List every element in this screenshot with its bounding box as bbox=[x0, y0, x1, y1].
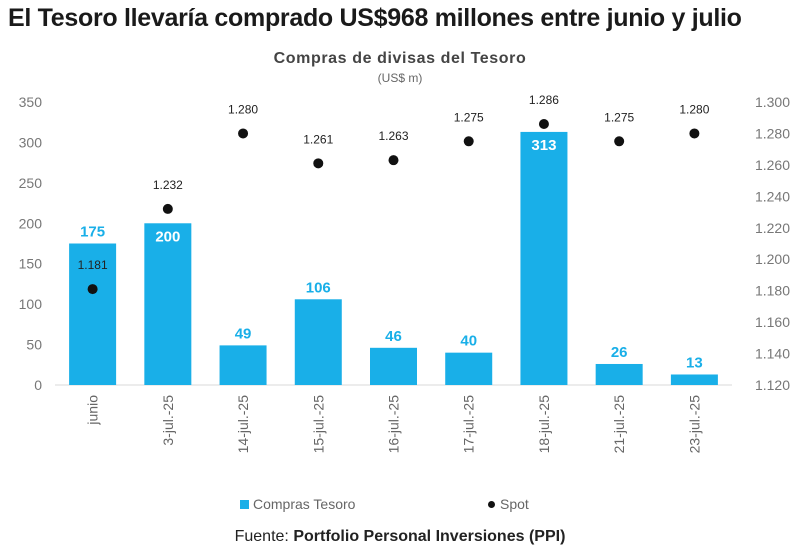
bar-value-label: 46 bbox=[385, 328, 402, 345]
legend-bars: Compras Tesoro bbox=[240, 496, 355, 512]
y-right-tick-label: 1.240 bbox=[755, 188, 790, 204]
spot-point bbox=[238, 128, 249, 139]
spot-value-label: 1.232 bbox=[153, 178, 183, 192]
x-tick-label: 3-jul.-25 bbox=[160, 395, 176, 446]
spot-value-label: 1.275 bbox=[454, 110, 484, 124]
headline: El Tesoro llevaría comprado US$968 millo… bbox=[8, 4, 742, 32]
legend-bars-label: Compras Tesoro bbox=[253, 496, 356, 512]
bar-value-label: 313 bbox=[531, 137, 556, 154]
spot-point bbox=[538, 119, 549, 130]
y-right-tick-label: 1.220 bbox=[755, 220, 790, 236]
spot-value-label: 1.280 bbox=[228, 102, 258, 116]
bar-value-label: 13 bbox=[686, 354, 703, 371]
y-right-tick-label: 1.160 bbox=[755, 314, 790, 330]
spot-point bbox=[388, 155, 399, 166]
y-left-tick-label: 150 bbox=[19, 256, 43, 272]
bar-value-label: 200 bbox=[155, 228, 180, 245]
bar bbox=[445, 352, 493, 385]
x-tick-label: 14-jul.-25 bbox=[235, 395, 251, 454]
y-right-tick-label: 1.180 bbox=[755, 283, 790, 299]
bar-value-label: 26 bbox=[611, 344, 628, 361]
bar bbox=[370, 347, 417, 385]
source-name: Portfolio Personal Inversiones (PPI) bbox=[293, 528, 566, 545]
x-tick-label: junio bbox=[85, 395, 101, 426]
legend-bar-swatch bbox=[240, 499, 249, 509]
bar-value-label: 175 bbox=[80, 224, 105, 241]
x-tick-label: 15-jul.-25 bbox=[310, 395, 326, 454]
y-left-tick-label: 0 bbox=[34, 377, 42, 393]
spot-point bbox=[614, 136, 625, 147]
bar-value-label: 49 bbox=[235, 325, 252, 342]
bar bbox=[294, 299, 342, 385]
y-right-tick-label: 1.260 bbox=[755, 157, 790, 173]
bar-value-label: 106 bbox=[306, 279, 331, 296]
spot-point bbox=[162, 203, 173, 214]
bar bbox=[520, 131, 568, 385]
x-tick-label: 16-jul.-25 bbox=[386, 395, 402, 454]
y-right-tick-label: 1.280 bbox=[755, 125, 790, 141]
y-left-tick-label: 250 bbox=[19, 175, 43, 191]
bar bbox=[219, 345, 267, 385]
y-right-tick-label: 1.140 bbox=[755, 346, 790, 362]
legend-dots: Spot bbox=[488, 496, 529, 512]
spot-value-label: 1.275 bbox=[604, 110, 634, 124]
spot-point bbox=[313, 158, 324, 169]
source-prefix: Fuente: bbox=[234, 528, 289, 545]
source-line: Fuente: Portfolio Personal Inversiones (… bbox=[0, 528, 800, 546]
x-tick-label: 18-jul.-25 bbox=[536, 395, 552, 454]
y-right-tick-label: 1.120 bbox=[755, 377, 790, 393]
y-left-tick-label: 300 bbox=[19, 134, 43, 150]
spot-point bbox=[87, 284, 98, 295]
legend-dot-swatch bbox=[488, 500, 495, 508]
y-left-tick-label: 50 bbox=[26, 337, 42, 353]
spot-point bbox=[689, 128, 700, 139]
x-tick-label: 23-jul.-25 bbox=[686, 395, 702, 454]
legend-dots-label: Spot bbox=[500, 496, 529, 512]
spot-value-label: 1.261 bbox=[303, 132, 333, 146]
chart-title: Compras de divisas del Tesoro bbox=[273, 50, 527, 67]
bar bbox=[144, 223, 192, 385]
spot-point bbox=[463, 136, 474, 147]
bar bbox=[595, 363, 643, 385]
y-right-tick-label: 1.300 bbox=[755, 94, 790, 110]
y-left-tick-label: 100 bbox=[19, 296, 43, 312]
y-right-tick-label: 1.200 bbox=[755, 251, 790, 267]
y-left-tick-label: 200 bbox=[19, 215, 43, 231]
x-tick-label: 21-jul.-25 bbox=[611, 395, 627, 454]
chart-subtitle: (US$ m) bbox=[377, 71, 423, 85]
spot-value-label: 1.263 bbox=[378, 129, 408, 143]
x-tick-label: 17-jul.-25 bbox=[461, 395, 477, 454]
spot-value-label: 1.280 bbox=[679, 102, 709, 116]
bar bbox=[69, 243, 117, 385]
bar bbox=[670, 374, 718, 385]
y-left-tick-label: 350 bbox=[19, 94, 43, 110]
spot-value-label: 1.286 bbox=[529, 93, 559, 107]
bar-value-label: 40 bbox=[460, 333, 477, 350]
spot-value-label: 1.181 bbox=[78, 258, 108, 272]
